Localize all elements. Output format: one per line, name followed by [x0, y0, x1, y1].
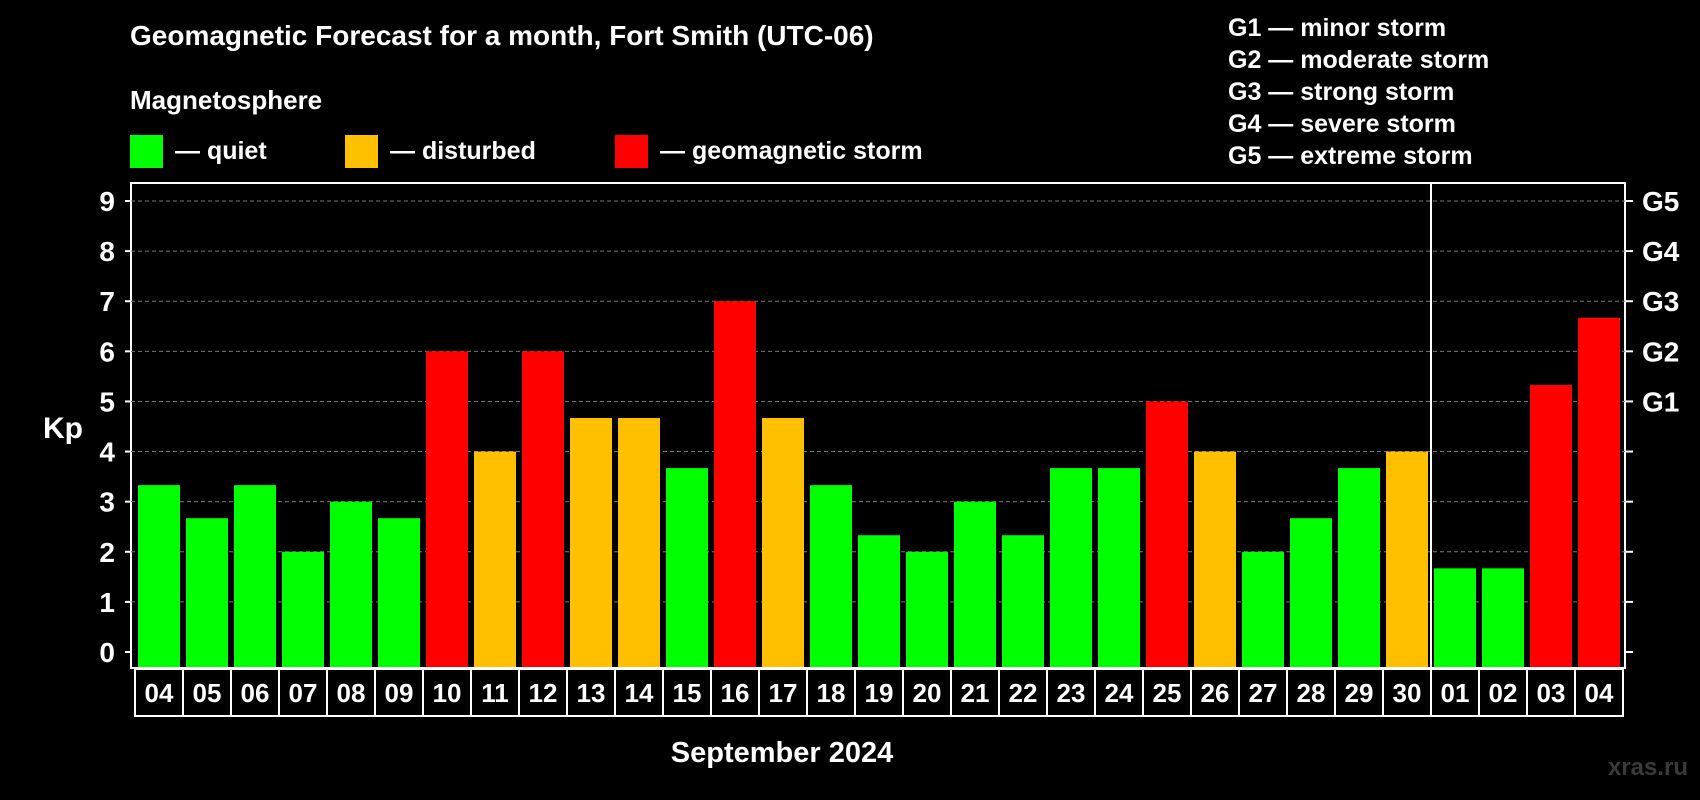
kp-bar: [906, 551, 948, 667]
x-tick-label: 07: [289, 678, 318, 708]
kp-bar: [618, 417, 660, 667]
legend-item-storm: — geomagnetic storm: [615, 134, 923, 168]
kp-bar: [1002, 535, 1044, 667]
x-tick-label: 04: [1585, 678, 1614, 708]
y-tick-label: 4: [99, 437, 115, 468]
kp-bar: [714, 301, 756, 667]
x-tick-label: 05: [193, 678, 222, 708]
x-label-strip: [134, 668, 1624, 717]
legend-swatch-disturbed: [345, 134, 378, 168]
x-tick-label: 06: [241, 678, 270, 708]
x-tick-label: 12: [529, 678, 558, 708]
x-axis-title: September 2024: [671, 737, 893, 769]
kp-bar: [1338, 468, 1380, 667]
kp-bar: [858, 535, 900, 667]
y-tick-label: 8: [99, 236, 115, 267]
x-tick-label: 28: [1297, 678, 1326, 708]
storm-level-g2: G2 — moderate storm: [1228, 46, 1490, 74]
x-tick-label: 16: [721, 678, 750, 708]
x-tick-label: 24: [1105, 678, 1134, 708]
legend-label-storm: — geomagnetic storm: [660, 136, 923, 165]
y-tick-label: 3: [99, 487, 115, 518]
x-tick-label: 22: [1009, 678, 1038, 708]
y-tick-label: 1: [99, 587, 115, 618]
x-tick-label: 20: [913, 678, 942, 708]
x-tick-label: 27: [1249, 678, 1278, 708]
kp-bar: [378, 518, 420, 667]
x-tick-label: 29: [1345, 678, 1374, 708]
kp-bar: [1242, 551, 1284, 667]
kp-bar: [762, 417, 804, 667]
kp-bar: [570, 417, 612, 667]
kp-bar: [1434, 568, 1476, 667]
legend-swatch-quiet: [130, 134, 163, 168]
kp-bar: [1578, 317, 1620, 667]
right-axis-label: G2: [1642, 336, 1679, 367]
kp-bar: [954, 501, 996, 667]
y-tick-label: 2: [99, 537, 115, 568]
legend-label-quiet: — quiet: [175, 136, 267, 165]
storm-level-g1: G1 — minor storm: [1228, 14, 1447, 42]
right-axis-label: G4: [1642, 236, 1680, 267]
y-tick-label: 0: [99, 637, 115, 668]
x-tick-label: 08: [337, 678, 366, 708]
x-tick-label: 19: [865, 678, 894, 708]
x-tick-label: 09: [385, 678, 414, 708]
x-tick-label: 11: [481, 678, 509, 708]
y-tick-label: 7: [99, 286, 115, 317]
y-tick-label: 6: [99, 336, 115, 367]
x-tick-label: 23: [1057, 678, 1086, 708]
kp-bar: [1146, 401, 1188, 667]
x-tick-label: 04: [145, 678, 174, 708]
chart-title: Geomagnetic Forecast for a month, Fort S…: [130, 20, 874, 51]
kp-bar: [1530, 384, 1572, 667]
x-tick-label: 14: [625, 678, 654, 708]
kp-bar: [1098, 468, 1140, 667]
storm-level-g3: G3 — strong storm: [1228, 78, 1455, 106]
kp-bar: [1386, 451, 1428, 667]
y-tick-label: 5: [99, 386, 115, 417]
x-tick-label: 17: [769, 678, 798, 708]
right-axis-label: G5: [1642, 186, 1679, 217]
x-tick-label: 26: [1201, 678, 1230, 708]
kp-bar: [1050, 468, 1092, 667]
legend-item-quiet: — quiet: [130, 134, 267, 168]
x-tick-label: 13: [577, 678, 606, 708]
legend-swatch-storm: [615, 134, 648, 168]
kp-bar: [234, 485, 276, 667]
y-axis-title: Kp: [43, 412, 83, 445]
legend-label-disturbed: — disturbed: [390, 136, 536, 165]
kp-bar: [1194, 451, 1236, 667]
kp-bar: [138, 485, 180, 667]
right-axis-label: G3: [1642, 286, 1679, 317]
x-tick-label: 10: [433, 678, 462, 708]
kp-bar: [666, 468, 708, 667]
kp-bar: [522, 351, 564, 667]
kp-bar: [474, 451, 516, 667]
x-tick-label: 03: [1537, 678, 1566, 708]
kp-bar: [1482, 568, 1524, 667]
watermark: xras.ru: [1607, 754, 1688, 781]
x-tick-label: 02: [1489, 678, 1518, 708]
x-tick-label: 25: [1153, 678, 1182, 708]
storm-level-g4: G4 — severe storm: [1228, 110, 1456, 138]
x-tick-label: 15: [673, 678, 702, 708]
kp-bar: [186, 518, 228, 667]
kp-bar: [810, 485, 852, 667]
kp-bar: [426, 351, 468, 667]
x-tick-label: 21: [961, 678, 990, 708]
storm-level-g5: G5 — extreme storm: [1228, 142, 1473, 170]
x-tick-label: 18: [817, 678, 846, 708]
y-tick-label: 9: [99, 186, 115, 217]
x-tick-label: 01: [1441, 678, 1470, 708]
legend-item-disturbed: — disturbed: [345, 134, 536, 168]
x-tick-label: 30: [1393, 678, 1422, 708]
kp-bar: [1290, 518, 1332, 667]
kp-bar: [330, 501, 372, 667]
legend-heading: Magnetosphere: [130, 85, 323, 115]
kp-bar: [282, 551, 324, 667]
right-axis-label: G1: [1642, 386, 1679, 417]
storm-level-list: G1 — minor storm G2 — moderate storm G3 …: [1228, 12, 1489, 172]
